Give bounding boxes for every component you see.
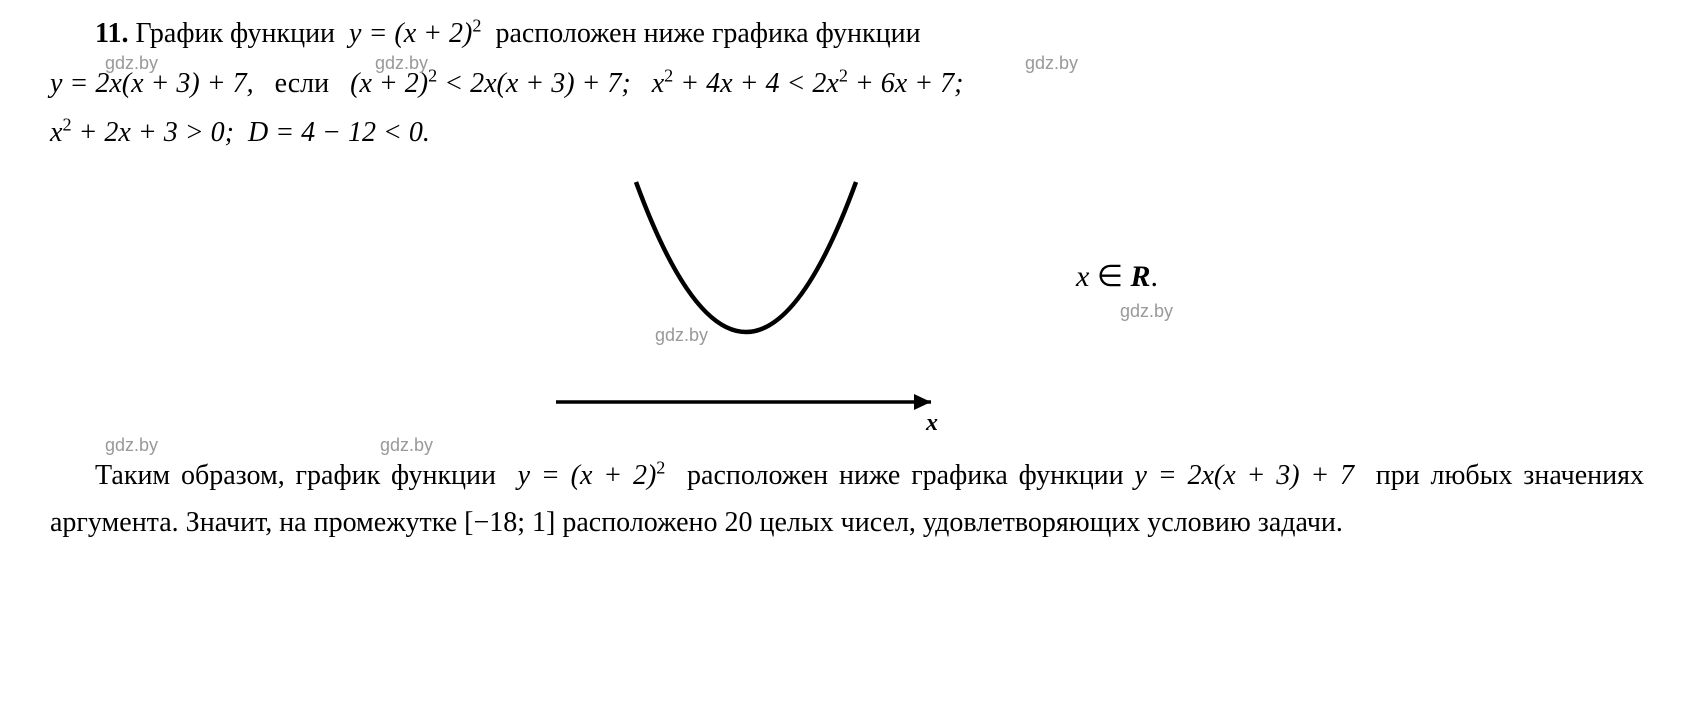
superscript: 2 xyxy=(839,65,848,85)
diagram-container: x x ∈ R. xyxy=(50,172,1644,442)
equation: y = (x + 2)2 xyxy=(518,460,666,491)
math-expr: y = (x + 2) xyxy=(349,18,472,49)
inequality: x2 + 4x + 4 < 2x2 + 6x + 7; xyxy=(652,68,964,99)
result-R: R xyxy=(1130,260,1150,293)
parabola-svg: x xyxy=(536,172,956,442)
result-expression: x ∈ R. xyxy=(1076,251,1158,302)
discriminant: D = 4 − 12 < 0. xyxy=(248,117,430,148)
problem-statement: 11. График функции y = (x + 2)2 располож… xyxy=(50,10,1644,157)
text-fragment: расположен ниже графика функции xyxy=(481,18,920,49)
result-in: ∈ xyxy=(1089,260,1130,293)
document-content: gdz.by gdz.by gdz.by gdz.by gdz.by gdz.b… xyxy=(50,10,1644,547)
math-expr: x xyxy=(652,68,664,99)
superscript: 2 xyxy=(428,65,437,85)
result-x: x xyxy=(1076,260,1089,293)
superscript: 2 xyxy=(62,115,71,135)
x-axis-label: x xyxy=(925,410,938,436)
superscript: 2 xyxy=(656,457,665,477)
math-expr: (x + 2) xyxy=(350,68,428,99)
conclusion: Таким образом, график функции y = (x + 2… xyxy=(50,452,1644,547)
math-expr: + 6x + 7; xyxy=(848,68,964,99)
equation: y = 2x(x + 3) + 7 xyxy=(1134,460,1354,491)
math-expr: y = 2x(x + 3) + 7, xyxy=(50,68,254,99)
text-fragment: ловию задачи. xyxy=(1174,507,1343,538)
math-expr: y = (x + 2) xyxy=(518,460,657,491)
text-fragment: расположено 20 целых чисел, удовлетворяю… xyxy=(555,507,1173,538)
equation: y = 2x(x + 3) + 7, xyxy=(50,68,254,99)
parabola-curve xyxy=(636,182,856,332)
math-expr: + 4x + 4 < 2x xyxy=(673,68,839,99)
text-fragment: График функции xyxy=(128,18,349,49)
inequality: x2 + 2x + 3 > 0; xyxy=(50,117,234,148)
math-expr: < 2x(x + 3) + 7; xyxy=(437,68,631,99)
equation: y = (x + 2)2 xyxy=(349,18,481,49)
math-expr: D = 4 − 12 < 0. xyxy=(248,117,430,148)
math-expr: [−18; 1] xyxy=(464,507,555,538)
parabola-diagram: x xyxy=(536,172,956,442)
inequality: (x + 2)2 < 2x(x + 3) + 7; xyxy=(350,68,631,99)
math-expr: + 2x + 3 > 0; xyxy=(72,117,234,148)
math-expr: x xyxy=(50,117,62,148)
superscript: 2 xyxy=(664,65,673,85)
math-expr: y = 2x(x + 3) + 7 xyxy=(1134,460,1354,491)
text-fragment: ка функции xyxy=(982,460,1134,491)
interval: [−18; 1] xyxy=(464,507,555,538)
x-axis-arrowhead xyxy=(914,394,931,410)
text-fragment: расположен ниже графи xyxy=(665,460,982,491)
result-dot: . xyxy=(1150,260,1158,293)
text-fragment: Таким образом, график функции xyxy=(95,460,518,491)
text-fragment: если xyxy=(254,68,351,99)
problem-number: 11. xyxy=(95,18,128,49)
